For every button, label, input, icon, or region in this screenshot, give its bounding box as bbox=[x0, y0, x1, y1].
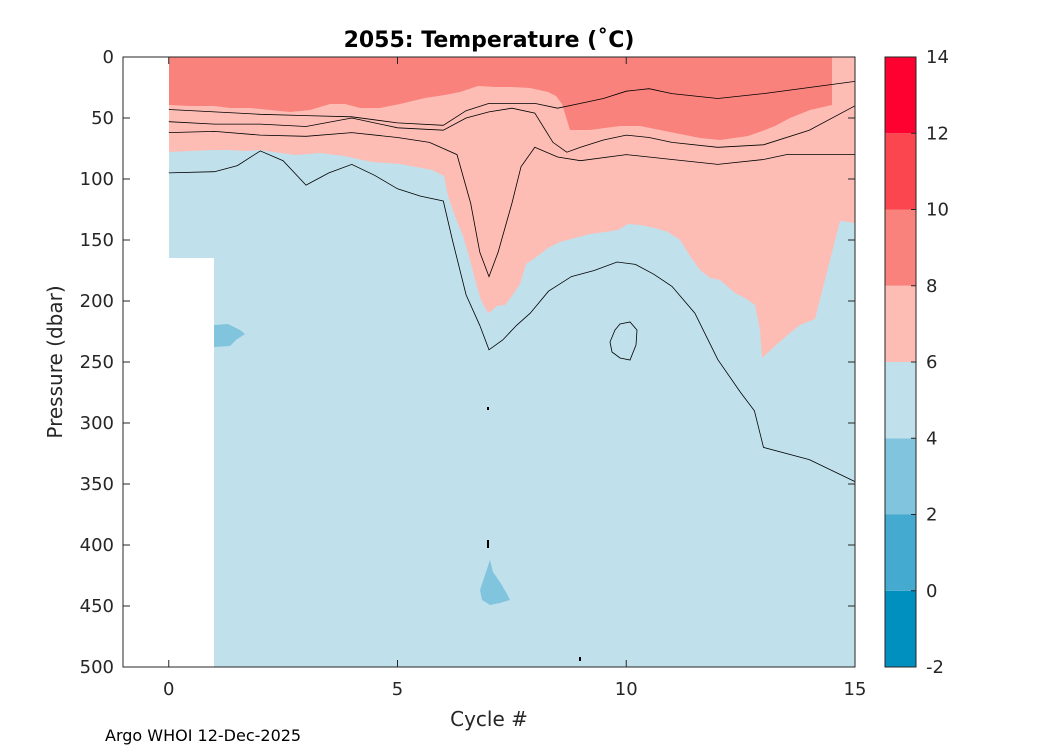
y-tick-label: 250 bbox=[80, 352, 114, 373]
colorbar-tick-label: 0 bbox=[926, 581, 937, 602]
colorbar-tick-label: 2 bbox=[926, 505, 937, 526]
colorbar-band-6 bbox=[885, 133, 916, 210]
contour-line-1 bbox=[168, 105, 856, 153]
x-tick-label: 5 bbox=[392, 679, 403, 700]
colorbar-tick-label: 14 bbox=[926, 47, 949, 68]
colorbar-band-5 bbox=[885, 209, 916, 286]
x-tick-label: 0 bbox=[163, 679, 174, 700]
y-tick-label: 300 bbox=[80, 413, 114, 434]
colorbar-band-3 bbox=[885, 362, 916, 439]
y-axis-label: Pressure (dbar) bbox=[43, 285, 67, 438]
y-tick-label: 400 bbox=[80, 535, 114, 556]
y-tick-label: 50 bbox=[91, 108, 114, 129]
y-tick-label: 100 bbox=[80, 169, 114, 190]
contour-artifact-2 bbox=[579, 657, 581, 661]
contour-line-2 bbox=[168, 130, 855, 278]
colorbar: -2 0 2 4 6 8 10 12 14 bbox=[884, 47, 949, 678]
x-axis-label: Cycle # bbox=[450, 707, 528, 731]
y-tick-label: 450 bbox=[80, 596, 114, 617]
colorbar-tick-label: 4 bbox=[926, 428, 937, 449]
cold-patch-cycle-1 bbox=[214, 324, 245, 347]
colorbar-band-7 bbox=[885, 57, 916, 134]
contour-line-3 bbox=[168, 150, 856, 482]
contour-lines bbox=[168, 81, 856, 482]
y-tick-label: 150 bbox=[80, 230, 114, 251]
y-tick-label: 500 bbox=[80, 657, 114, 678]
y-tick-label: 200 bbox=[80, 291, 114, 312]
contour-line-0 bbox=[168, 81, 856, 126]
x-tick-label: 10 bbox=[615, 679, 638, 700]
colorbar-tick-label: 6 bbox=[926, 352, 937, 373]
band-8-to-10 bbox=[169, 57, 855, 140]
colorbar-tick-label: 12 bbox=[926, 123, 949, 144]
colorbar-tick-label: 10 bbox=[926, 200, 949, 221]
cold-patch-cycle-7 bbox=[480, 560, 510, 605]
plot-area bbox=[122, 56, 856, 668]
closed-contour-cycle-10 bbox=[609, 321, 638, 361]
x-tick-label: 15 bbox=[844, 679, 867, 700]
chart-title: 2055: Temperature (˚C) bbox=[344, 28, 635, 53]
colorbar-band-0 bbox=[885, 590, 916, 667]
colorbar-band-4 bbox=[885, 285, 916, 362]
source-footer: Argo WHOI 12-Dec-2025 bbox=[105, 726, 301, 745]
colorbar-tick-label: -2 bbox=[926, 657, 944, 678]
contour-artifact-1 bbox=[487, 540, 489, 548]
colorbar-tick-label: 8 bbox=[926, 276, 937, 297]
x-axis: 0 5 10 15 bbox=[163, 57, 866, 700]
colorbar-band-1 bbox=[885, 514, 916, 591]
contour-artifact-3 bbox=[487, 407, 489, 410]
y-tick-label: 0 bbox=[103, 47, 114, 68]
colorbar-band-2 bbox=[885, 438, 916, 515]
y-tick-label: 350 bbox=[80, 474, 114, 495]
y-axis: 0 50 100 150 200 250 300 350 400 450 500 bbox=[80, 47, 855, 678]
